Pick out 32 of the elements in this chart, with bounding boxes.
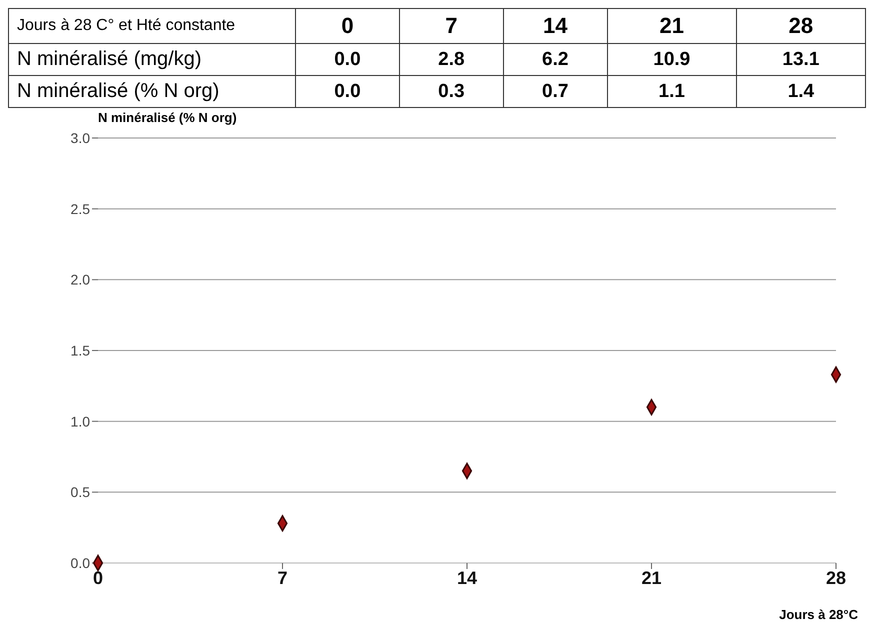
category-label: 7 (399, 8, 504, 44)
y-tick-label: 1.0 (70, 413, 90, 430)
text: N minéralisé (mg/kg) (8, 44, 296, 76)
y-tick-label: 0.0 (70, 554, 90, 571)
y-tick-label: 2.0 (70, 272, 90, 288)
category-label: 28 (736, 8, 866, 44)
data-label: 0.0 (296, 44, 400, 76)
x-tick-label: 14 (456, 568, 478, 588)
y-axis-title: N minéralisé (% N org) (98, 110, 237, 125)
x-tick-label: 28 (826, 568, 846, 588)
x-tick-label: 0 (92, 568, 104, 588)
data-label: 0.3 (399, 76, 504, 108)
y-tick-label: 2.5 (70, 200, 90, 217)
category-label: 14 (503, 8, 608, 44)
x-axis-title: Jours à 28°C (779, 607, 858, 622)
data-label: 6.2 (503, 44, 608, 76)
y-tick-label: 3.0 (70, 130, 90, 146)
category-label: 21 (607, 8, 736, 44)
data-label: 13.1 (736, 44, 866, 76)
text: N minéralisé (% N org) (8, 76, 296, 108)
text: Jours à 28 C° et Hté constante (8, 8, 296, 44)
data-label: 10.9 (607, 44, 736, 76)
data-label: 1.4 (736, 76, 866, 108)
category-label: 0 (296, 8, 400, 44)
data-label: 0.0 (296, 76, 400, 108)
x-tick-label: 21 (641, 568, 662, 588)
data-label: 2.8 (399, 44, 504, 76)
y-tick-label: 1.5 (70, 342, 90, 358)
y-tick-label: 0.5 (70, 484, 90, 500)
x-tick-label: 7 (277, 568, 288, 588)
data-label: 0.7 (503, 76, 608, 108)
data-label: 1.1 (607, 76, 736, 108)
